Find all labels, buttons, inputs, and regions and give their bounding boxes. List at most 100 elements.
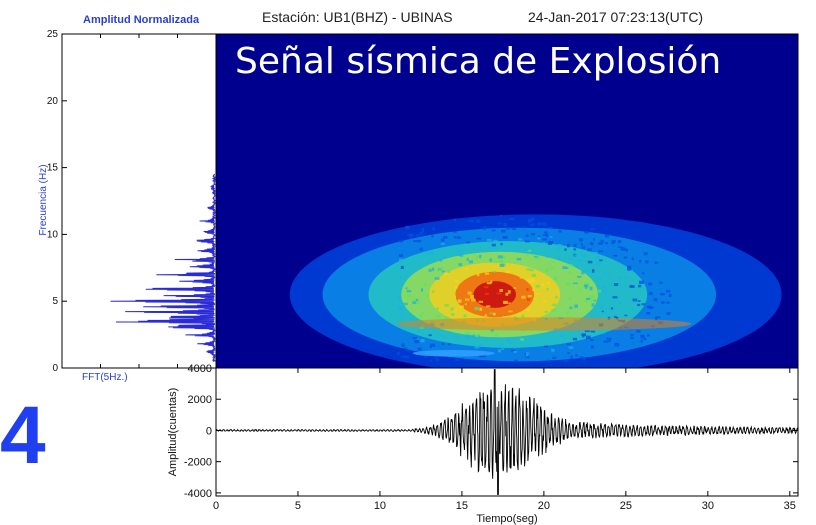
spectrogram-speckle [403,347,408,350]
spectrogram-speckle [466,257,469,261]
spectrogram-speckle [602,312,607,314]
spectrogram-speckle [459,305,464,309]
spectrogram-speckle [532,288,535,292]
spectrogram-speckle [648,282,653,286]
spectrogram-speckle [575,265,579,268]
spectrogram-speckle [613,254,618,257]
spectrogram-speckle [510,349,516,352]
spectrogram-speckle [438,267,443,270]
spectrogram-speckle [454,335,459,339]
spectrogram-speckle [572,282,578,285]
fft-y-ticks: 0 5 10 15 20 25 [47,29,178,374]
spectrogram-speckle [613,283,619,286]
spectrogram-speckle [541,283,545,287]
spectrogram-speckle [406,294,412,298]
spectrogram-speckle [555,248,560,251]
spectrogram-speckle [543,234,548,236]
spectrogram-speckle [564,248,567,251]
spectrogram-speckle [447,270,451,273]
spectrogram-speckle [414,339,419,344]
spectrogram-speckle [630,285,635,288]
spectrogram-speckle [450,313,455,316]
spectrogram-speckle [570,265,573,268]
spectrogram-speckle [557,256,561,260]
spectrogram-speckle [398,254,404,257]
spectrogram-speckle [527,344,531,347]
spectrogram-speckle [425,252,431,255]
spectrogram-speckle [440,242,445,246]
spectrogram-speckle [558,230,562,233]
spectrogram-speckle [542,238,547,241]
spectrogram-speckle [530,279,536,282]
spectrogram-speckle [589,295,595,299]
spectrogram-speckle [398,258,403,261]
fft-ytick-label: 20 [47,96,59,107]
spectrogram-speckle [591,269,595,273]
spectrogram-speckle [655,317,658,321]
spectrogram-speckle [511,227,517,231]
spectrogram-speckle [584,330,590,332]
spectrogram-speckle [404,355,410,359]
spectrogram-speckle [420,312,424,314]
spectrogram-speckle [548,241,554,244]
spectrogram-speckle [491,243,496,247]
spectrogram-speckle [526,253,529,257]
spectrogram-speckle [502,256,506,259]
spectrogram-speckle [528,281,533,284]
spectrogram-speckle [419,314,423,318]
spectrogram-speckle [493,270,497,273]
spectrogram-speckle [585,297,591,300]
spectrogram-speckle [421,230,425,234]
spectrogram-speckle [535,256,541,260]
spectrogram-speckle [444,303,449,307]
spectrogram-speckle [400,276,403,280]
spectrogram-speckle [406,290,412,293]
spectrogram-speckle [545,255,550,258]
spectrogram-speckle [592,238,596,241]
spectrogram-speckle [412,301,417,304]
spectrogram-speckle [521,295,526,299]
spectrogram-speckle [500,214,503,217]
spectrogram-speckle [660,292,665,296]
spectrogram-speckle [581,271,585,275]
spectrogram-speckle [527,219,532,223]
spectrogram-speckle [519,277,523,279]
spectrogram-speckle [653,298,658,302]
waveform-xtick-label: 20 [538,500,550,512]
spectrogram-speckle [637,284,642,288]
spectrogram-speckle [536,293,541,296]
spectrogram-speckle [424,282,427,286]
spectrogram-speckle [487,246,493,250]
waveform-x-ticks: 0 5 10 15 20 25 30 35 [213,368,796,512]
spectrogram-speckle [577,275,582,278]
spectrogram-speckle [479,254,482,259]
spectrogram-speckle [525,353,529,357]
spectrogram-speckle [443,316,449,320]
spectrogram-speckle [526,268,532,271]
spectrogram-speckle [574,304,579,308]
spectrogram-speckle [430,343,436,347]
spectrogram-speckle [429,345,432,349]
spectrogram-speckle [426,294,430,297]
spectrogram-speckle [479,343,484,347]
spectrogram-speckle [466,334,471,339]
spectrogram-speckle [463,314,467,318]
spectrogram-speckle [465,267,469,270]
spectrogram-speckle [598,289,601,293]
spectrogram-speckle [552,356,557,359]
spectrogram-speckle [397,296,401,301]
spectrogram-speckle [620,247,626,251]
spectrogram-speckle [597,305,602,309]
spectrogram-speckle [666,301,670,304]
spectrogram-speckle [453,236,457,239]
spectrogram-speckle [454,286,458,289]
spectrogram-speckle [412,337,418,340]
spectrogram-speckle [543,300,546,303]
spectrogram-speckle [517,246,523,249]
spectrogram-speckle [565,267,569,269]
spectrogram-speckle [525,308,531,312]
waveform-xtick-label: 30 [702,500,714,512]
waveform-xtick-label: 5 [295,500,301,512]
spectrogram-speckle [631,257,634,261]
spectrogram-speckle [474,345,480,349]
